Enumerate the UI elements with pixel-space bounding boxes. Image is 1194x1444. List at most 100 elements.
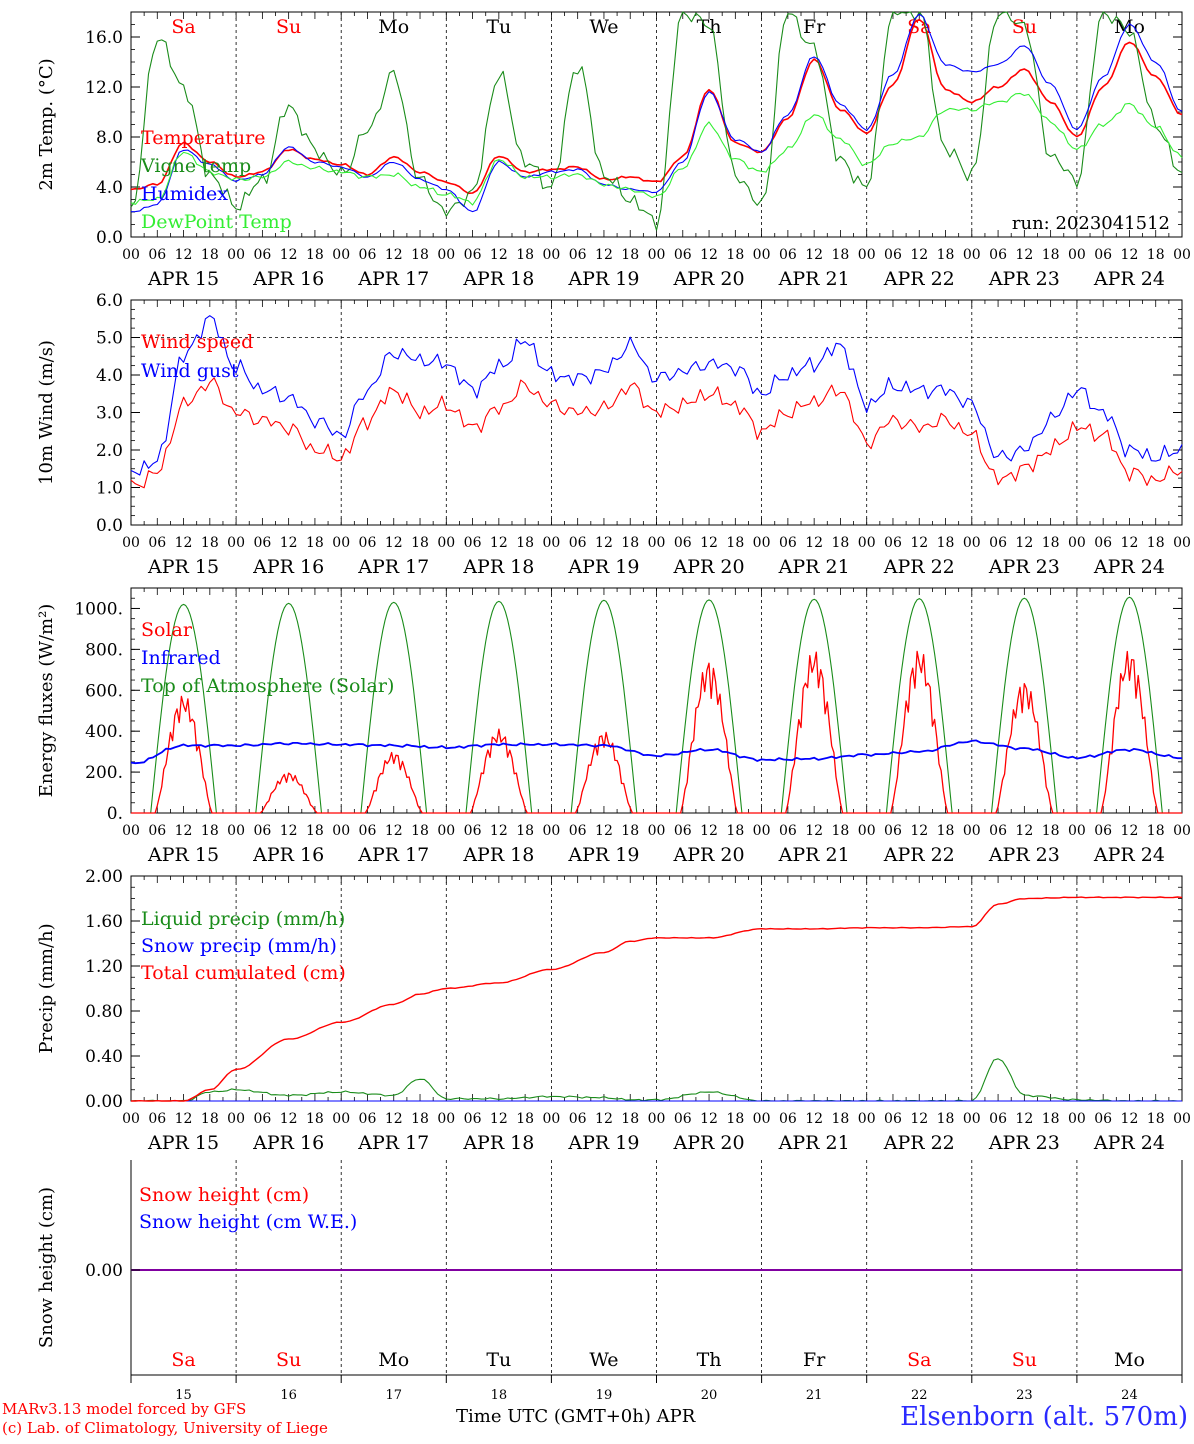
y-tick-label: 1.0 <box>96 479 123 499</box>
day-label-bottom: Mo <box>1114 1349 1145 1371</box>
hour-label: 12 <box>595 535 613 551</box>
hour-label: 18 <box>516 823 534 839</box>
date-label: APR 24 <box>1093 844 1165 866</box>
hour-label: 18 <box>516 247 534 263</box>
hour-label: 00 <box>648 535 666 551</box>
date-label: APR 23 <box>988 268 1060 290</box>
series-line-wind-speed <box>130 377 1183 489</box>
day-label-top: Su <box>276 16 301 38</box>
day-number: 21 <box>806 1388 823 1403</box>
hour-label: 06 <box>148 823 166 839</box>
hour-label: 18 <box>726 535 744 551</box>
hour-label: 12 <box>595 1111 613 1127</box>
hour-label: 12 <box>490 1111 508 1127</box>
day-label-bottom: Th <box>697 1349 722 1371</box>
date-label: APR 22 <box>883 1132 955 1154</box>
hour-label: 18 <box>937 535 955 551</box>
hour-label: 00 <box>122 535 140 551</box>
hour-label: 00 <box>753 247 771 263</box>
hour-label: 12 <box>700 1111 718 1127</box>
hour-label: 18 <box>832 247 850 263</box>
hour-label: 06 <box>779 535 797 551</box>
date-label: APR 15 <box>147 268 219 290</box>
day-label-top: Su <box>1012 16 1037 38</box>
legend-top-of-atmosphere-solar-: Top of Atmosphere (Solar) <box>141 675 394 697</box>
hour-label: 00 <box>963 247 981 263</box>
hour-label: 12 <box>1121 247 1139 263</box>
hour-label: 18 <box>1147 1111 1165 1127</box>
hour-label: 06 <box>464 247 482 263</box>
hour-label: 18 <box>1147 535 1165 551</box>
y-axis-title: Precip (mm/h) <box>36 923 57 1053</box>
y-tick-label: 0.0 <box>96 228 123 248</box>
y-tick-label: 5.0 <box>96 329 123 349</box>
series-line-vigne-temp <box>130 11 1183 231</box>
hour-label: 00 <box>858 1111 876 1127</box>
hour-label: 00 <box>437 1111 455 1127</box>
y-tick-label: 600. <box>85 681 123 701</box>
hour-label: 06 <box>359 823 377 839</box>
date-label: APR 15 <box>147 556 219 578</box>
day-number: 19 <box>596 1388 613 1403</box>
date-label: APR 17 <box>357 268 429 290</box>
hour-label: 18 <box>621 823 639 839</box>
day-label-top: We <box>589 16 618 38</box>
hour-label: 12 <box>805 535 823 551</box>
panel-frame <box>130 299 1183 526</box>
hour-label: 12 <box>1015 247 1033 263</box>
hour-label: 06 <box>884 535 902 551</box>
series-line-infrared <box>130 739 1182 765</box>
hour-label: 18 <box>621 535 639 551</box>
day-number: 15 <box>175 1388 192 1403</box>
y-tick-label: 0. <box>107 804 123 824</box>
date-label: APR 18 <box>462 1132 534 1154</box>
day-number: 16 <box>280 1388 297 1403</box>
hour-label: 00 <box>437 823 455 839</box>
y-tick-label: 0.80 <box>85 1002 123 1022</box>
date-label: APR 18 <box>462 844 534 866</box>
date-label: APR 24 <box>1093 268 1165 290</box>
y-tick-label: 0.00 <box>85 1261 123 1281</box>
hour-label: 12 <box>280 535 298 551</box>
hour-label: 18 <box>726 823 744 839</box>
y-tick-label: 2.00 <box>85 867 123 887</box>
date-label: APR 21 <box>778 556 850 578</box>
hour-label: 06 <box>253 535 271 551</box>
hour-label: 00 <box>1173 535 1191 551</box>
legend-snow-precip-mm-h-: Snow precip (mm/h) <box>141 935 337 957</box>
y-tick-label: 400. <box>85 722 123 742</box>
day-number: 23 <box>1016 1388 1033 1403</box>
hour-label: 12 <box>385 247 403 263</box>
hour-label: 06 <box>884 247 902 263</box>
date-label: APR 21 <box>778 1132 850 1154</box>
hour-label: 06 <box>674 1111 692 1127</box>
day-number: 18 <box>491 1388 508 1403</box>
y-tick-label: 4.0 <box>96 366 123 386</box>
day-number: 20 <box>701 1388 718 1403</box>
hour-label: 00 <box>332 535 350 551</box>
hour-label: 06 <box>989 247 1007 263</box>
y-tick-label: 1.20 <box>85 957 123 977</box>
date-label: APR 16 <box>252 844 324 866</box>
hour-label: 06 <box>884 1111 902 1127</box>
hour-label: 12 <box>805 247 823 263</box>
hour-label: 12 <box>910 1111 928 1127</box>
legend-solar: Solar <box>141 619 193 641</box>
hour-label: 00 <box>1173 823 1191 839</box>
hour-label: 18 <box>1042 1111 1060 1127</box>
date-label: APR 15 <box>147 1132 219 1154</box>
hour-label: 06 <box>1094 1111 1112 1127</box>
hour-label: 00 <box>122 1111 140 1127</box>
legend-vigne-temp: Vigne temp <box>140 155 251 177</box>
hour-label: 06 <box>464 823 482 839</box>
hour-label: 00 <box>753 823 771 839</box>
series-line-total-cumulated-cm- <box>131 896 1183 1102</box>
panel-frame <box>130 587 1183 814</box>
hour-label: 06 <box>253 1111 271 1127</box>
hour-label: 06 <box>779 247 797 263</box>
hour-label: 06 <box>148 1111 166 1127</box>
day-label-bottom: We <box>589 1349 618 1371</box>
hour-label: 00 <box>227 535 245 551</box>
hour-label: 06 <box>253 247 271 263</box>
hour-label: 18 <box>201 247 219 263</box>
